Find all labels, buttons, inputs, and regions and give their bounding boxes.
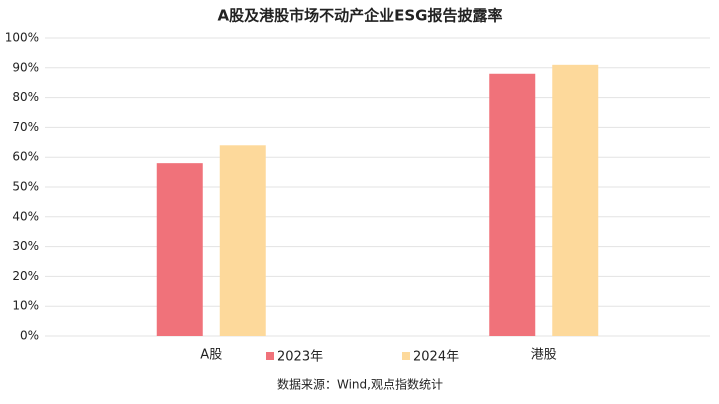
x-tick-label: A股	[200, 348, 222, 363]
bar	[156, 163, 203, 336]
legend-label: 2024年	[413, 350, 459, 365]
chart-title: A股及港股市场不动产企业ESG报告披露率	[218, 7, 503, 25]
y-tick-label: 50%	[12, 180, 39, 194]
y-tick-label: 100%	[5, 31, 39, 45]
x-tick-label: 港股	[531, 348, 557, 363]
y-tick-label: 20%	[12, 269, 39, 283]
bar	[489, 73, 536, 336]
y-tick-label: 30%	[12, 239, 39, 253]
legend-swatch	[402, 352, 410, 360]
y-tick-label: 70%	[12, 120, 39, 134]
y-tick-label: 80%	[12, 90, 39, 104]
y-tick-label: 0%	[20, 329, 39, 343]
y-tick-label: 90%	[12, 60, 39, 74]
legend-swatch	[266, 352, 274, 360]
source-note: 数据来源：Wind,观点指数统计	[277, 377, 443, 392]
y-tick-label: 60%	[12, 150, 39, 164]
bar	[552, 64, 599, 336]
y-tick-label: 40%	[12, 209, 39, 223]
y-tick-label: 10%	[12, 299, 39, 313]
bar	[219, 145, 266, 336]
legend-label: 2023年	[277, 350, 323, 365]
